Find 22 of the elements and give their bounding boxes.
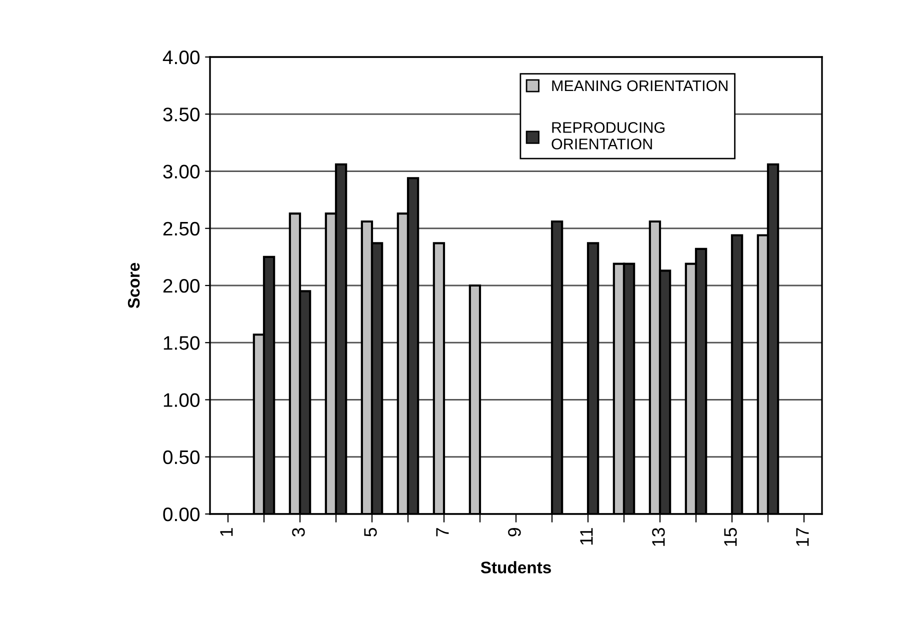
- x-tick-label: 1: [220, 528, 233, 536]
- legend-label: REPRODUCING ORIENTATION: [552, 122, 664, 150]
- x-tick-label: 13: [652, 528, 665, 546]
- x-tick-label: 15: [724, 528, 737, 546]
- y-tick-label: 2.50: [163, 222, 200, 236]
- x-axis-title: Students: [480, 561, 551, 574]
- x-tick-label: 7: [436, 528, 449, 536]
- y-tick-label: 3.50: [163, 108, 200, 122]
- y-tick-label: 1.00: [164, 393, 200, 407]
- x-tick-label: 5: [364, 528, 377, 537]
- x-tick-label: 17: [796, 528, 809, 546]
- x-tick-label: 9: [508, 528, 521, 536]
- y-tick-label: 0.00: [163, 507, 200, 522]
- y-axis-title: Score: [128, 262, 140, 308]
- legend-label: MEANING ORIENTATION: [552, 80, 728, 92]
- y-tick-label: 1.50: [164, 336, 200, 350]
- y-tick-label: 3.00: [163, 164, 200, 178]
- x-tick-label: 11: [580, 528, 593, 545]
- y-tick-label: 2.00: [163, 278, 200, 293]
- y-tick-label: 0.50: [163, 450, 200, 464]
- x-tick-label: 3: [292, 528, 305, 537]
- y-tick-label: 4.00: [162, 50, 200, 64]
